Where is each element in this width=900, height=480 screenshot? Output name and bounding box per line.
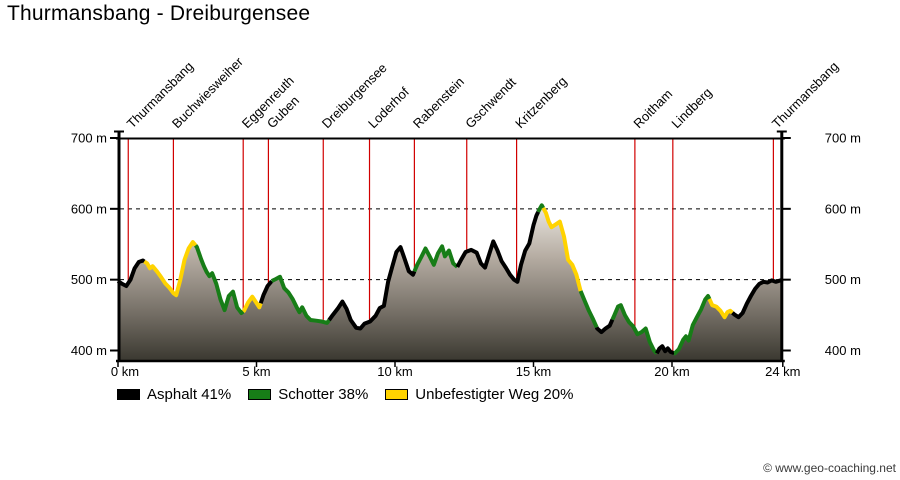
surface-segment: [327, 245, 417, 331]
surface-segment: [194, 244, 245, 315]
waypoint-label: Loderhof: [365, 84, 412, 131]
surface-segment: [707, 298, 734, 320]
y-axis-label-right: 500 m: [825, 272, 861, 287]
unbefestigter-weg-swatch-icon: [385, 389, 409, 400]
x-axis-label: 10 km: [377, 364, 412, 379]
surface-segment: [258, 279, 274, 304]
surface-segment: [578, 290, 599, 329]
y-axis-label-left: 400 m: [71, 343, 107, 358]
surface-legend: Asphalt 41% Schotter 38% Unbefestigter W…: [117, 386, 573, 403]
surface-segment: [594, 318, 615, 335]
y-axis-label-left: 500 m: [71, 272, 107, 287]
waypoint-label: Lindberg: [668, 85, 714, 131]
y-axis-label-right: 400 m: [825, 343, 861, 358]
surface-segment: [241, 294, 263, 314]
terrain-fill: [118, 205, 783, 361]
legend-label-asphalt: Asphalt 41%: [147, 386, 232, 403]
surface-segment: [541, 206, 583, 292]
x-axis-label: 20 km: [654, 364, 689, 379]
y-axis-label-right: 700 m: [825, 131, 861, 146]
copyright-notice: © www.geo-coaching.net: [763, 461, 896, 475]
surface-segment: [412, 244, 459, 273]
legend-label-unbefestigter-weg: Unbefestigter Weg 20%: [415, 386, 574, 403]
waypoint-label: Thurmansbang: [769, 59, 841, 131]
surface-segment: [143, 240, 198, 298]
surface-segment: [731, 277, 784, 320]
surface-segment: [610, 303, 659, 355]
surface-segment: [116, 258, 146, 288]
schotter-swatch-icon: [248, 389, 272, 400]
waypoint-label: Rabenstein: [410, 74, 467, 131]
waypoint-label: Roitham: [630, 86, 675, 131]
x-axis-label: 15 km: [516, 364, 551, 379]
y-axis-label-left: 700 m: [71, 131, 107, 146]
surface-segment: [655, 344, 675, 355]
y-axis-label-right: 600 m: [825, 201, 861, 216]
surface-segment: [455, 211, 541, 284]
x-axis-label: 24 km: [765, 364, 800, 379]
waypoint-label: Kritzenberg: [512, 74, 570, 132]
asphalt-swatch-icon: [117, 389, 140, 400]
legend-label-schotter: Schotter 38%: [278, 386, 369, 403]
surface-segment: [536, 203, 545, 213]
x-axis-label: 0 km: [111, 364, 139, 379]
legend-item-unbefestigter-weg: Unbefestigter Weg 20%: [385, 386, 573, 403]
page-title: Thurmansbang - Dreiburgensee: [7, 2, 311, 25]
x-axis-label: 5 km: [242, 364, 270, 379]
waypoint-label: Gschwendt: [462, 74, 519, 131]
y-axis-label-left: 600 m: [71, 201, 107, 216]
surface-segment: [672, 294, 712, 356]
surface-segment: [270, 274, 331, 325]
legend-item-schotter: Schotter 38%: [248, 386, 368, 403]
legend-item-asphalt: Asphalt 41%: [117, 386, 231, 403]
